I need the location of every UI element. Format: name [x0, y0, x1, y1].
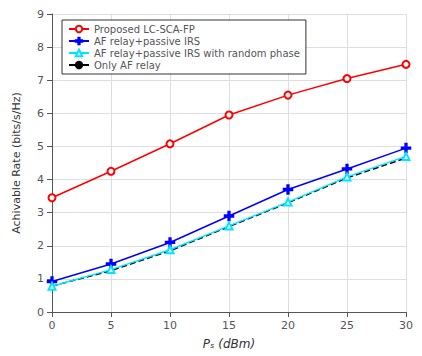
- svg-text:4: 4: [37, 173, 44, 186]
- svg-text:Only AF relay: Only AF relay: [94, 60, 161, 71]
- svg-text:20: 20: [281, 319, 295, 332]
- svg-text:Pₛ (dBm): Pₛ (dBm): [203, 337, 255, 351]
- svg-text:0: 0: [49, 319, 56, 332]
- svg-text:AF relay+passive IRS: AF relay+passive IRS: [94, 36, 200, 47]
- svg-text:7: 7: [37, 74, 44, 87]
- svg-text:6: 6: [37, 107, 44, 120]
- svg-text:Proposed LC-SCA-FP: Proposed LC-SCA-FP: [94, 24, 195, 35]
- svg-text:15: 15: [222, 319, 236, 332]
- svg-text:9: 9: [37, 8, 44, 21]
- svg-text:5: 5: [37, 140, 44, 153]
- svg-text:AF relay+passive IRS with rand: AF relay+passive IRS with random phase: [94, 48, 300, 59]
- svg-text:10: 10: [163, 319, 177, 332]
- svg-text:1: 1: [37, 272, 44, 285]
- svg-text:5: 5: [108, 319, 115, 332]
- svg-text:25: 25: [340, 319, 354, 332]
- svg-text:8: 8: [37, 41, 44, 54]
- svg-text:3: 3: [37, 206, 44, 219]
- svg-text:Achivable Rate (bits/s/Hz): Achivable Rate (bits/s/Hz): [10, 92, 23, 234]
- svg-text:30: 30: [399, 319, 413, 332]
- svg-text:2: 2: [37, 239, 44, 252]
- svg-text:0: 0: [37, 306, 44, 319]
